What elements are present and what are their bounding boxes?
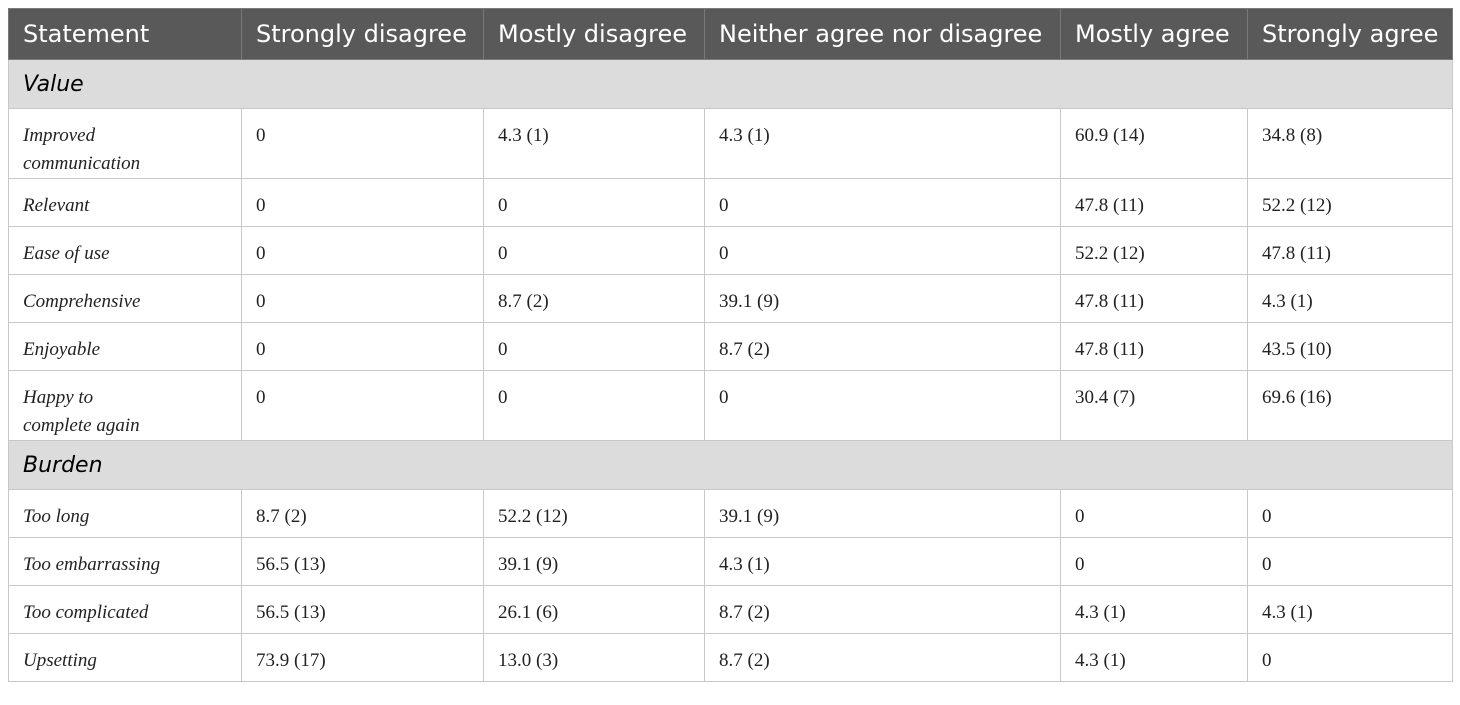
value-cell: 0 xyxy=(704,178,1061,227)
value-cell: 0 xyxy=(241,108,484,179)
table-body: Value Improved communication 0 4.3 (1) 4.3 (… xyxy=(8,59,1453,682)
statement-text: Enjoyable xyxy=(23,339,101,360)
statement-cell: Comprehensive xyxy=(8,274,242,323)
statement-cell: Relevant xyxy=(8,178,242,227)
statement-text: Comprehensive xyxy=(23,291,141,312)
statement-cell: Too embarrassing xyxy=(8,537,242,586)
value-cell: 52.2 (12) xyxy=(1060,226,1248,275)
section-row: Burden xyxy=(8,440,1453,490)
value-cell: 47.8 (11) xyxy=(1060,178,1248,227)
value-cell: 4.3 (1) xyxy=(704,108,1061,179)
value-cell: 52.2 (12) xyxy=(483,489,705,538)
value-cell: 0 xyxy=(241,178,484,227)
section-title: Value xyxy=(8,59,1453,109)
value-cell: 0 xyxy=(1060,489,1248,538)
value-cell: 30.4 (7) xyxy=(1060,370,1248,441)
data-row: Ease of use 0 0 0 52.2 (12) 47.8 (11) xyxy=(8,226,1453,275)
data-row: Enjoyable 0 0 8.7 (2) 47.8 (11) 43.5 (10) xyxy=(8,322,1453,371)
value-cell: 8.7 (2) xyxy=(704,633,1061,682)
value-cell: 4.3 (1) xyxy=(1247,274,1453,323)
value-cell: 0 xyxy=(483,322,705,371)
value-cell: 4.3 (1) xyxy=(1060,633,1248,682)
value-cell: 0 xyxy=(241,226,484,275)
value-cell: 47.8 (11) xyxy=(1247,226,1453,275)
statement-cell: Enjoyable xyxy=(8,322,242,371)
value-cell: 69.6 (16) xyxy=(1247,370,1453,441)
data-row: Too complicated 56.5 (13) 26.1 (6) 8.7 (2) 4… xyxy=(8,585,1453,634)
statement-text: Too embarrassing xyxy=(23,554,161,575)
statement-cell: Too long xyxy=(8,489,242,538)
value-cell: 0 xyxy=(241,370,484,441)
value-cell: 47.8 (11) xyxy=(1060,322,1248,371)
statement-text: Relevant xyxy=(23,195,90,216)
statement-cell: Improved communication xyxy=(8,108,242,179)
value-cell: 60.9 (14) xyxy=(1060,108,1248,179)
value-cell: 4.3 (1) xyxy=(483,108,705,179)
value-cell: 13.0 (3) xyxy=(483,633,705,682)
statement-cell: Upsetting xyxy=(8,633,242,682)
value-cell: 47.8 (11) xyxy=(1060,274,1248,323)
header-cell: Strongly agree xyxy=(1247,8,1453,60)
value-cell: 0 xyxy=(1060,537,1248,586)
value-cell: 8.7 (2) xyxy=(483,274,705,323)
data-row: Relevant 0 0 0 47.8 (11) 52.2 (12) xyxy=(8,178,1453,227)
data-table: Statement Strongly disagree Mostly disagre… xyxy=(8,8,1453,682)
value-cell: 39.1 (9) xyxy=(704,274,1061,323)
value-cell: 8.7 (2) xyxy=(241,489,484,538)
statement-text: Happy to complete again xyxy=(23,387,140,436)
value-cell: 34.8 (8) xyxy=(1247,108,1453,179)
value-cell: 4.3 (1) xyxy=(1247,585,1453,634)
section-row: Value xyxy=(8,59,1453,109)
statement-text: Too long xyxy=(23,506,90,527)
value-cell: 0 xyxy=(241,322,484,371)
value-cell: 0 xyxy=(241,274,484,323)
value-cell: 0 xyxy=(483,226,705,275)
value-cell: 0 xyxy=(1247,489,1453,538)
statement-text: Upsetting xyxy=(23,650,97,671)
data-row: Too long 8.7 (2) 52.2 (12) 39.1 (9) 0 0 xyxy=(8,489,1453,538)
statement-cell: Too complicated xyxy=(8,585,242,634)
header-cell: Statement xyxy=(8,8,242,60)
value-cell: 8.7 (2) xyxy=(704,322,1061,371)
value-cell: 4.3 (1) xyxy=(704,537,1061,586)
value-cell: 0 xyxy=(483,370,705,441)
value-cell: 26.1 (6) xyxy=(483,585,705,634)
header-cell: Strongly disagree xyxy=(241,8,484,60)
value-cell: 56.5 (13) xyxy=(241,585,484,634)
header-cell: Neither agree nor disagree xyxy=(704,8,1061,60)
value-cell: 0 xyxy=(704,370,1061,441)
value-cell: 0 xyxy=(1247,633,1453,682)
statement-text: Improved communication xyxy=(23,125,141,174)
value-cell: 52.2 (12) xyxy=(1247,178,1453,227)
value-cell: 39.1 (9) xyxy=(483,537,705,586)
data-row: Happy to complete again 0 0 0 30.4 (7) 69.6 (… xyxy=(8,370,1453,441)
statement-text: Too complicated xyxy=(23,602,149,623)
value-cell: 39.1 (9) xyxy=(704,489,1061,538)
data-row: Too embarrassing 56.5 (13) 39.1 (9) 4.3 (1)… xyxy=(8,537,1453,586)
value-cell: 8.7 (2) xyxy=(704,585,1061,634)
value-cell: 4.3 (1) xyxy=(1060,585,1248,634)
statement-cell: Happy to complete again xyxy=(8,370,242,441)
header-cell: Mostly agree xyxy=(1060,8,1248,60)
value-cell: 56.5 (13) xyxy=(241,537,484,586)
data-row: Upsetting 73.9 (17) 13.0 (3) 8.7 (2) 4.3 (1)… xyxy=(8,633,1453,682)
value-cell: 0 xyxy=(704,226,1061,275)
header-row: Statement Strongly disagree Mostly disagre… xyxy=(8,8,1453,60)
value-cell: 0 xyxy=(483,178,705,227)
section-title: Burden xyxy=(8,440,1453,490)
value-cell: 73.9 (17) xyxy=(241,633,484,682)
statement-cell: Ease of use xyxy=(8,226,242,275)
data-row: Comprehensive 0 8.7 (2) 39.1 (9) 47.8 (11) 4.… xyxy=(8,274,1453,323)
value-cell: 0 xyxy=(1247,537,1453,586)
data-row: Improved communication 0 4.3 (1) 4.3 (1) 60.… xyxy=(8,108,1453,179)
value-cell: 43.5 (10) xyxy=(1247,322,1453,371)
header-cell: Mostly disagree xyxy=(483,8,705,60)
statement-text: Ease of use xyxy=(23,243,110,264)
